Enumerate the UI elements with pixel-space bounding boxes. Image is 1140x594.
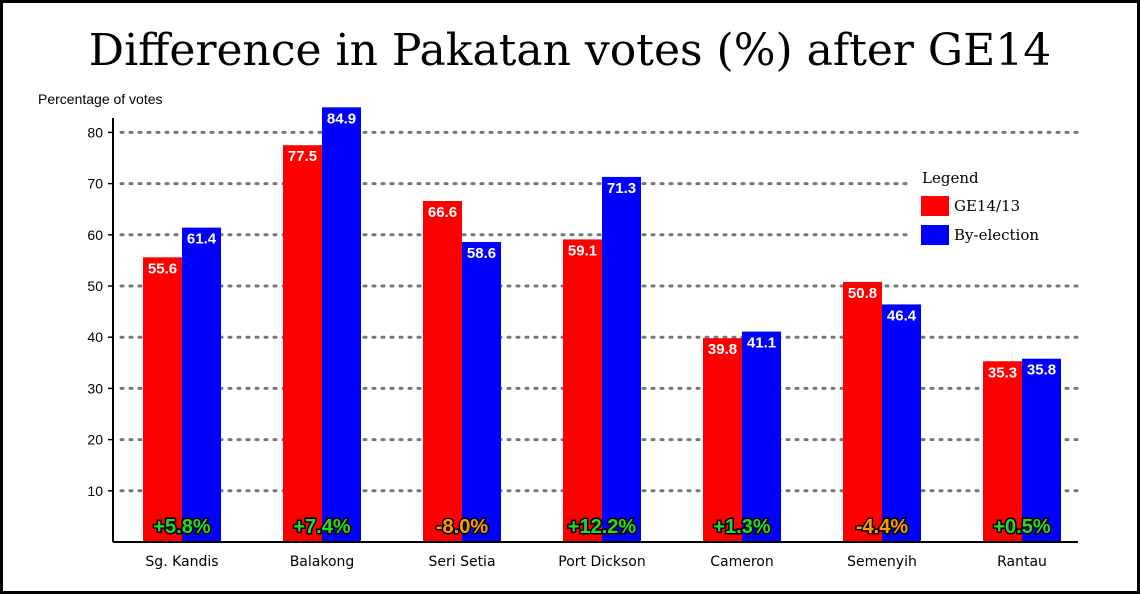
- bar-ge14: [983, 361, 1022, 542]
- category-label: Semenyih: [847, 554, 917, 570]
- bar-ge14: [563, 239, 602, 542]
- bar-ge14: [283, 145, 322, 542]
- difference-label: -8.0%: [436, 516, 488, 538]
- value-label: 59.1: [568, 242, 597, 259]
- y-tick-labels: 10 20 30 40 50 60 70 80: [87, 124, 113, 499]
- category-label: Cameron: [710, 554, 774, 570]
- bar-ge14: [143, 257, 182, 542]
- legend-title: Legend: [922, 169, 979, 187]
- value-label: 41.1: [747, 335, 776, 352]
- y-tick-label: 20: [87, 432, 103, 448]
- difference-label: +5.8%: [153, 516, 210, 538]
- bar-by-election: [742, 331, 781, 542]
- legend-swatch-ge14: [921, 196, 949, 216]
- y-tick-label: 80: [87, 124, 103, 140]
- value-label: 77.5: [288, 148, 317, 165]
- value-label: 61.4: [187, 231, 217, 248]
- bar-ge14: [703, 338, 742, 542]
- category-label: Port Dickson: [558, 554, 645, 570]
- value-label: 66.6: [428, 204, 457, 221]
- y-tick-label: 50: [87, 278, 103, 294]
- category-labels: Sg. Kandis Balakong Seri Setia Port Dickson…: [145, 554, 1046, 570]
- chart-svg: Difference in Pakatan votes (%) after GE…: [38, 25, 1081, 570]
- category-label: Balakong: [290, 554, 355, 570]
- difference-label: +7.4%: [293, 516, 350, 538]
- difference-label: -4.4%: [856, 516, 908, 538]
- value-label: 71.3: [607, 180, 636, 197]
- value-label: 35.8: [1027, 362, 1056, 379]
- bars: [143, 107, 1061, 542]
- bar-by-election: [182, 227, 221, 542]
- bar-by-election: [322, 107, 361, 542]
- value-label: 84.9: [327, 110, 356, 127]
- value-label: 39.8: [708, 341, 737, 358]
- bar-ge14: [843, 281, 882, 542]
- legend-label-by-election: By-election: [954, 226, 1039, 244]
- legend: Legend GE14/13 By-election: [911, 161, 1081, 253]
- category-label: Sg. Kandis: [145, 554, 218, 570]
- y-axis-label: Percentage of votes: [38, 91, 163, 107]
- y-tick-label: 70: [87, 176, 103, 192]
- bar-ge14: [423, 201, 462, 542]
- difference-label: +0.5%: [993, 516, 1050, 538]
- value-label: 46.4: [887, 307, 917, 324]
- category-label: Rantau: [997, 554, 1047, 570]
- value-label: 55.6: [148, 260, 177, 277]
- difference-label: +1.3%: [713, 516, 770, 538]
- difference-label: +12.2%: [568, 516, 637, 538]
- y-tick-label: 40: [87, 329, 103, 345]
- y-tick-label: 60: [87, 227, 103, 243]
- value-label: 50.8: [848, 285, 877, 302]
- value-label: 58.6: [467, 245, 496, 262]
- value-labels: 55.6 61.4 77.5 84.9 66.6 58.6 59.1 71.3 39.8 41.1…: [148, 110, 1056, 381]
- chart-title: Difference in Pakatan votes (%) after GE…: [89, 25, 1051, 76]
- bar-by-election: [1022, 358, 1061, 542]
- y-tick-label: 10: [87, 483, 103, 499]
- difference-labels: +5.8% +7.4% -8.0% +12.2% +1.3% -4.4% +0.5%: [152, 515, 1052, 540]
- bar-by-election: [882, 304, 921, 542]
- y-tick-label: 30: [87, 380, 103, 396]
- bar-by-election: [462, 241, 501, 542]
- category-label: Seri Setia: [428, 554, 495, 570]
- value-label: 35.3: [988, 364, 1017, 381]
- legend-label-ge14: GE14/13: [954, 197, 1020, 215]
- legend-swatch-by-election: [921, 225, 949, 245]
- bar-by-election: [602, 176, 641, 542]
